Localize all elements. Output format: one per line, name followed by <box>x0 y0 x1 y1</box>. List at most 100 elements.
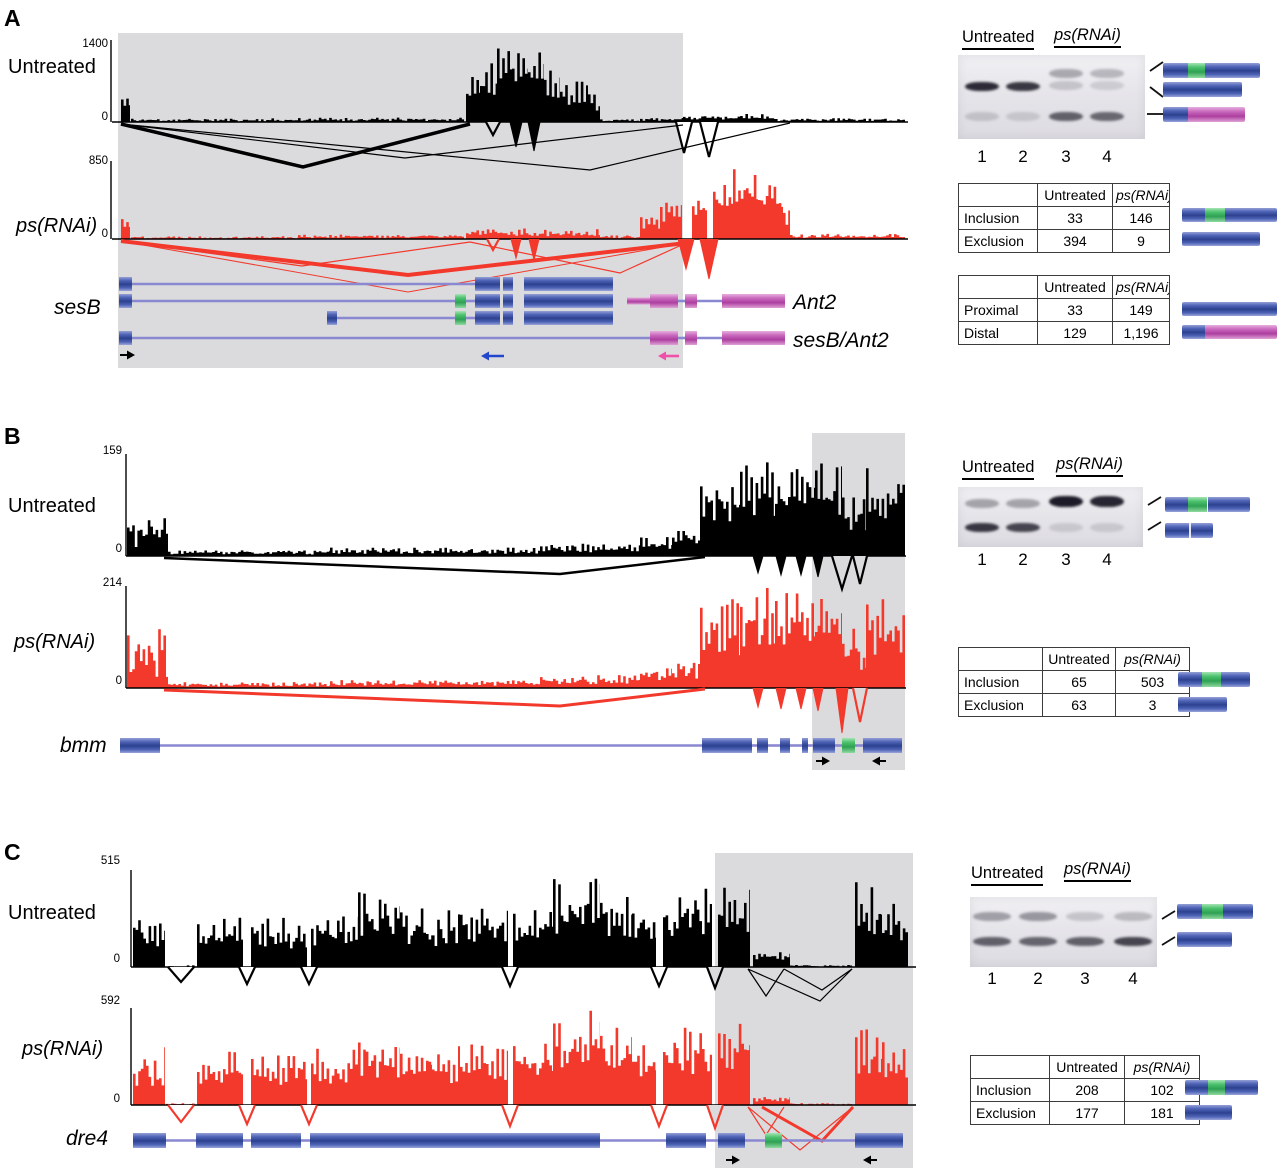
table-cell: 146 <box>1112 206 1170 230</box>
intron-dip <box>674 121 694 154</box>
panel-a-magenta-primer-arrow-head <box>658 351 666 361</box>
exon-blue <box>475 277 500 291</box>
panel-b-gel-isoform-inclusion <box>1165 497 1250 512</box>
exon-blue <box>524 311 613 325</box>
gel-band <box>965 111 999 121</box>
exon-green-alt <box>765 1133 782 1148</box>
isoform-segment-b <box>1224 208 1277 222</box>
isoform-segment-b <box>1177 904 1203 919</box>
intron-dip <box>649 1104 669 1130</box>
exon-blue <box>524 294 613 308</box>
panel-a-yzero1: 0 <box>101 111 108 123</box>
exon-blue <box>119 294 132 308</box>
table-header-cell: Untreated <box>1037 183 1113 207</box>
panel-b-track1-label: Untreated <box>8 495 96 517</box>
table-header-cell <box>958 647 1043 671</box>
panel-a-yzero2: 0 <box>101 228 108 240</box>
table-cell: 208 <box>1049 1078 1125 1102</box>
panel-c-track2-label: ps(RNAi) <box>22 1038 104 1060</box>
panel-a-table-bar-distal <box>1182 325 1277 339</box>
isoform-segment-b <box>1182 232 1260 246</box>
isoform-segment-b <box>1177 932 1232 947</box>
isoform-divider <box>1189 523 1191 538</box>
gel-band <box>965 522 999 532</box>
panel-a-gene-label: sesB <box>54 296 101 319</box>
exon-blue <box>475 294 500 308</box>
panel-b-table-bar-inclusion <box>1178 672 1250 687</box>
isoform-segment-b <box>1163 63 1189 78</box>
gel-band <box>1019 911 1057 921</box>
table-header-cell: ps(RNAi) <box>1112 183 1170 207</box>
band-pointer-mark <box>1147 496 1162 506</box>
intron-dip <box>851 687 869 723</box>
panel-c-ymax1: 515 <box>100 855 120 867</box>
exon-magenta <box>650 331 678 345</box>
panel-c-gel-isoform-exclusion <box>1177 932 1232 947</box>
intron-dip <box>698 121 720 158</box>
exon-blue <box>718 1133 745 1148</box>
panel-c-reverse-primer-arrow-head <box>863 1155 871 1165</box>
panel-c-letter: C <box>4 839 21 865</box>
splice-junction-line <box>120 122 471 169</box>
splice-junction-line <box>163 555 706 576</box>
panel-c-lane-1: 1 <box>987 969 997 988</box>
isoform-segment-b <box>1182 208 1205 222</box>
panel-b-inclusion-table: Untreated ps(RNAi) Inclusion 65 503 Exclusion… <box>958 647 1190 717</box>
exon-magenta <box>685 331 697 345</box>
panel-c-highlight <box>715 853 913 1168</box>
isoform-segment-m <box>1204 325 1277 339</box>
gel-band <box>1114 911 1152 921</box>
exon-magenta <box>627 297 650 305</box>
exon-blue <box>757 738 768 753</box>
panel-c-forward-primer-arrow-head <box>732 1155 740 1165</box>
table-cell: 177 <box>1049 1101 1125 1125</box>
panel-c-track1-label: Untreated <box>8 902 96 924</box>
coverage-Untreated-A <box>121 48 905 122</box>
panel-b-gel-isoform-exclusion <box>1165 523 1213 538</box>
panel-c-yzero2: 0 <box>113 1093 120 1105</box>
panel-b-reverse-primer-arrow-head <box>872 756 880 766</box>
table-cell: Distal <box>958 321 1038 345</box>
intron-dip <box>649 966 669 989</box>
coverage-Untreated-B <box>127 462 905 556</box>
intron-dip <box>510 238 522 260</box>
coverage-Untreated-C <box>133 878 908 967</box>
exon-blue <box>503 277 513 291</box>
exon-blue <box>119 331 132 345</box>
exon-blue <box>327 311 337 325</box>
table-cell: 129 <box>1037 321 1113 345</box>
panel-c-table-bar-inclusion <box>1185 1080 1258 1095</box>
exon-blue <box>666 1133 706 1148</box>
panel-b-forward-primer-arrow-head <box>822 756 830 766</box>
exon-blue <box>196 1133 243 1148</box>
isoform-segment-b <box>1225 1080 1258 1095</box>
panel-c-gel-isoform-inclusion <box>1177 904 1253 919</box>
panel-a-gel-header-ps: ps(RNAi) <box>1054 26 1121 49</box>
exon-green-alt <box>455 294 466 308</box>
table-header-cell: Untreated <box>1042 647 1116 671</box>
panel-a-inclusion-table: Untreated ps(RNAi) Inclusion 33 146 Exclusion… <box>958 183 1170 253</box>
panel-b-track2-label: ps(RNAi) <box>14 631 96 653</box>
table-cell: 33 <box>1037 298 1113 322</box>
isoform-segment-g <box>1201 672 1222 687</box>
intron-dip <box>851 555 869 585</box>
panel-c-ymax2: 592 <box>100 995 120 1007</box>
panel-a-lane-3: 3 <box>1061 147 1071 166</box>
panel-b-yzero1: 0 <box>115 543 122 555</box>
exon-blue <box>702 738 752 753</box>
panel-a-gel <box>958 55 1145 139</box>
panel-a-gel-isoform-hybrid <box>1163 107 1245 122</box>
panel-a-gel-isoform-exclusion <box>1163 82 1242 97</box>
panel-c-gene-label: dre4 <box>66 1127 109 1150</box>
band-pointer-mark <box>1149 86 1164 98</box>
isoform-segment-b <box>1221 672 1250 687</box>
gel-band <box>1066 911 1104 921</box>
intron-dip <box>677 238 695 271</box>
exon-blue <box>813 738 835 753</box>
gel-band <box>1049 495 1083 507</box>
band-pointer-mark <box>1161 910 1176 920</box>
gel-band <box>1090 68 1124 78</box>
panel-c-lane-2: 2 <box>1033 969 1043 988</box>
splice-junction-line <box>120 239 687 278</box>
panel-b-lane-1: 1 <box>977 550 987 569</box>
